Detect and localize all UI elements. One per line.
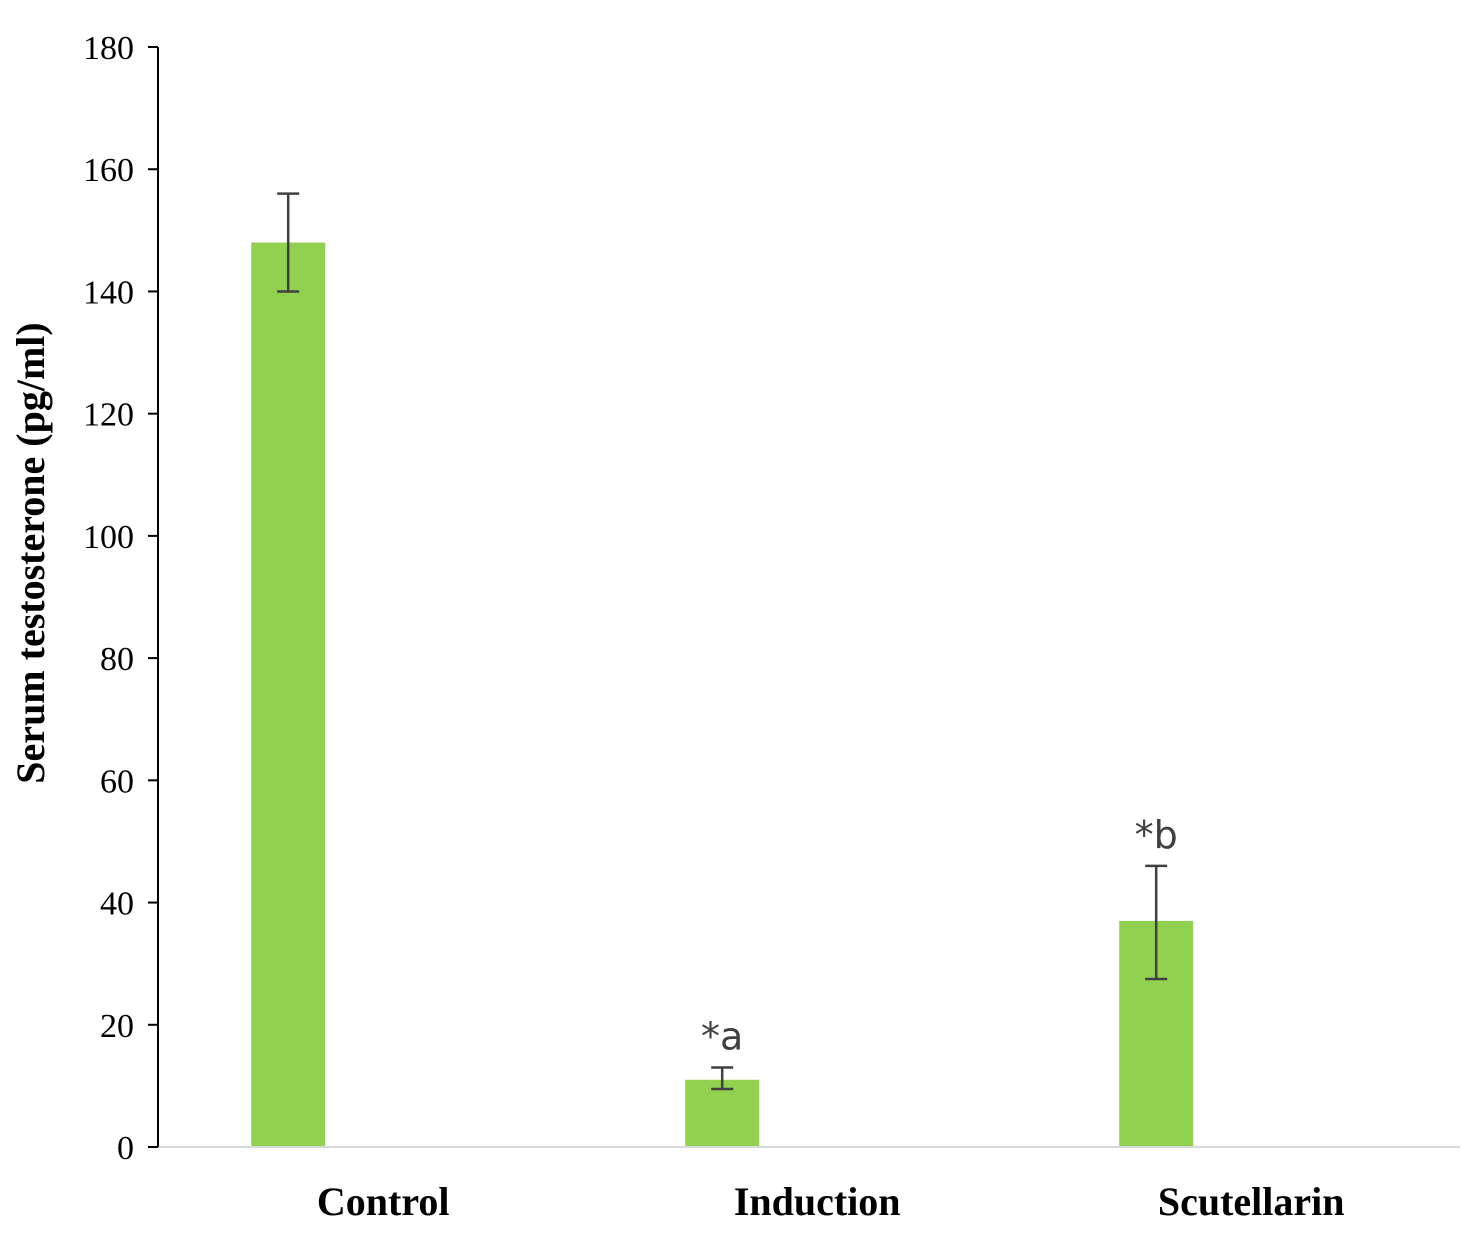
category-label-control: Control [317,1179,450,1224]
y-tick-label: 40 [100,886,134,923]
y-tick-label: 60 [100,763,134,800]
y-tick-label: 160 [83,152,134,189]
y-tick-label: 100 [83,519,134,556]
y-axis-ticks: 0 20 40 60 80 100 120 140 160 180 [83,30,158,1167]
error-bar-control [277,192,300,293]
y-tick-label: 80 [100,641,134,678]
significance-annotations: *a *b [701,813,1178,1059]
bar-induction [685,1079,760,1147]
y-tick-label: 180 [83,30,134,67]
y-axis-title: Serum testosterone (pg/ml) [8,322,53,783]
y-tick-label: 140 [83,274,134,311]
error-bar-induction [711,1066,734,1091]
y-tick-label: 0 [117,1130,134,1167]
error-bar-scutellarin [1145,864,1168,981]
category-label-induction: Induction [734,1179,901,1224]
bar-control [251,242,326,1148]
category-label-scutellarin: Scutellarin [1158,1179,1345,1224]
annotation-induction: *a [701,1015,743,1059]
x-axis-categories: Control Induction Scutellarin [317,1179,1345,1224]
y-tick-label: 120 [83,397,134,434]
bars [251,242,1194,1148]
error-bars [277,192,1168,1091]
y-tick-label: 20 [100,1008,134,1045]
annotation-scutellarin: *b [1135,813,1178,857]
